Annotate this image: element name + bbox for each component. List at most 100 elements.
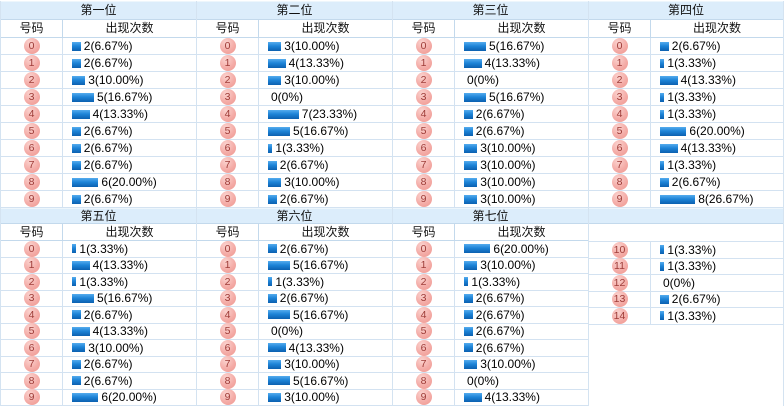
frequency-table: 第四位 号码 出现次数 0 2(6.67%) 1 1(3.33%) 2 4(13… — [588, 1, 784, 208]
frequency-bar-icon — [660, 143, 678, 153]
table-row: 14 1(3.33%) — [589, 307, 783, 325]
frequency-bar-icon — [72, 58, 81, 68]
frequency-bar-icon — [268, 41, 282, 51]
table-rows: 0 5(16.67%) 1 4(13.33%) 2 0(0%) 3 5(16.6… — [393, 38, 588, 208]
count-cell: 1(3.33%) — [651, 106, 783, 122]
count-cell: 3(10.00%) — [259, 38, 392, 54]
count-column-header: 出现次数 — [692, 21, 741, 35]
frequency-table: 第五位 号码 出现次数 0 1(3.33%) 1 4(13.33%) 2 1(3… — [0, 208, 196, 406]
frequency-bar-icon — [268, 293, 277, 303]
frequency-value: 3(10.00%) — [480, 141, 536, 155]
frequency-value: 2(6.67%) — [279, 192, 329, 206]
frequency-value: 4(13.33%) — [92, 324, 148, 339]
table-row: 1 3(10.00%) — [393, 257, 588, 274]
frequency-value: 0(0%) — [467, 73, 500, 87]
frequency-bar-icon — [660, 75, 678, 85]
count-cell: 1(3.33%) — [651, 308, 783, 324]
number-badge: 14 — [611, 307, 628, 324]
count-cell: 2(6.67%) — [63, 157, 196, 173]
number-cell: 7 — [393, 356, 455, 373]
number-badge: 4 — [23, 306, 40, 323]
frequency-value: 1(3.33%) — [667, 158, 717, 172]
frequency-value: 2(6.67%) — [279, 158, 329, 172]
number-cell: 9 — [197, 191, 259, 207]
frequency-bar-icon — [464, 58, 482, 68]
number-badge: 6 — [23, 339, 40, 356]
number-cell: 9 — [197, 389, 259, 406]
frequency-value: 3(10.00%) — [480, 357, 536, 372]
frequency-bar-icon — [268, 359, 282, 369]
number-badge: 6 — [219, 140, 236, 156]
number-cell: 7 — [589, 157, 651, 173]
frequency-value: 2(6.67%) — [83, 307, 133, 322]
table-row: 0 5(16.67%) — [393, 38, 588, 55]
number-badge: 3 — [219, 290, 236, 307]
number-cell: 7 — [197, 157, 259, 173]
count-cell: 1(3.33%) — [63, 274, 196, 290]
count-cell: 1(3.33%) — [651, 89, 783, 105]
number-cell: 10 — [589, 241, 651, 258]
table-row: 8 6(20.00%) — [1, 174, 196, 191]
table-row: 9 3(10.00%) — [393, 191, 588, 208]
table-title: 第四位 — [589, 1, 783, 20]
table-header: 号码 出现次数 — [393, 20, 588, 38]
count-cell: 1(3.33%) — [63, 241, 196, 257]
count-column-header: 出现次数 — [105, 225, 154, 239]
count-cell: 2(6.67%) — [63, 38, 196, 54]
table-row: 8 0(0%) — [393, 372, 588, 390]
number-cell: 1 — [197, 257, 259, 274]
number-cell: 0 — [197, 240, 259, 257]
frequency-bar-icon — [268, 260, 290, 270]
frequency-value: 3(10.00%) — [480, 192, 536, 206]
table-row: 2 1(3.33%) — [197, 273, 392, 291]
number-column-header: 号码 — [197, 20, 259, 37]
number-cell: 7 — [393, 157, 455, 173]
table-title — [589, 208, 783, 224]
frequency-bar-icon — [72, 359, 81, 369]
number-cell: 0 — [1, 38, 63, 54]
count-cell: 0(0%) — [651, 275, 783, 291]
frequency-value: 3(10.00%) — [284, 390, 340, 405]
frequency-value: 2(6.67%) — [83, 192, 133, 206]
number-cell: 4 — [1, 306, 63, 323]
frequency-value: 4(13.33%) — [92, 107, 148, 121]
number-column-header: 号码 — [1, 224, 63, 240]
number-cell: 14 — [589, 307, 651, 324]
frequency-bar-icon — [464, 310, 473, 320]
number-badge: 8 — [415, 372, 432, 389]
count-cell: 2(6.67%) — [259, 241, 392, 257]
frequency-bar-icon — [72, 194, 81, 204]
number-cell: 3 — [393, 89, 455, 105]
count-cell: 2(6.67%) — [259, 191, 392, 207]
table-row: 9 2(6.67%) — [1, 191, 196, 208]
table-row: 3 1(3.33%) — [589, 89, 783, 106]
frequency-value: 2(6.67%) — [83, 56, 133, 70]
frequency-value: 2(6.67%) — [83, 158, 133, 172]
count-cell: 8(26.67%) — [651, 191, 783, 207]
number-badge: 2 — [611, 72, 628, 88]
number-badge: 7 — [23, 356, 40, 373]
table-row: 5 4(13.33%) — [1, 323, 196, 340]
frequency-bar-icon — [72, 75, 86, 85]
frequency-bar-icon — [72, 376, 81, 386]
table-row: 9 2(6.67%) — [197, 191, 392, 208]
number-cell: 2 — [197, 72, 259, 88]
frequency-value: 2(6.67%) — [83, 373, 133, 388]
count-column-header: 出现次数 — [301, 225, 350, 239]
table-row: 0 3(10.00%) — [197, 38, 392, 55]
number-badge: 8 — [219, 372, 236, 389]
number-cell: 4 — [197, 106, 259, 122]
table-row: 9 8(26.67%) — [589, 191, 783, 208]
table-header: 号码 出现次数 — [197, 224, 392, 241]
table-row: 8 2(6.67%) — [1, 372, 196, 390]
table-row: 1 4(13.33%) — [1, 257, 196, 274]
table-row: 2 3(10.00%) — [1, 72, 196, 89]
number-badge: 4 — [219, 106, 236, 122]
table-row: 6 1(3.33%) — [197, 140, 392, 157]
frequency-bar-icon — [268, 343, 286, 353]
number-badge: 4 — [23, 106, 40, 122]
number-cell: 3 — [197, 290, 259, 307]
frequency-value: 2(6.67%) — [279, 241, 329, 256]
frequency-bar-icon — [268, 126, 290, 136]
count-cell: 5(16.67%) — [259, 373, 392, 389]
